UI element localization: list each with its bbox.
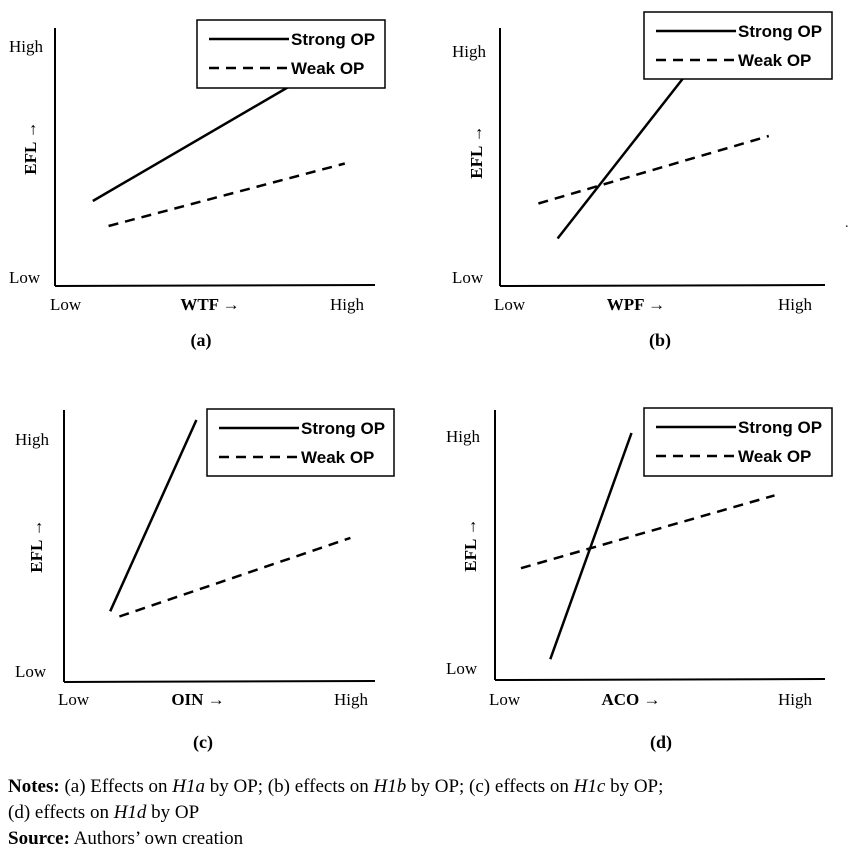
x-axis-line: [499, 284, 826, 287]
y-tick-label-low: Low: [9, 268, 41, 287]
panel-caption: (a): [191, 330, 212, 351]
x-axis-line: [63, 680, 376, 683]
y-tick-label-low: Low: [452, 268, 484, 287]
legend-box: [206, 408, 395, 477]
x-tick-label-low: Low: [494, 295, 526, 314]
source-line: Source: Authors’ own creation: [8, 826, 844, 852]
panel-caption: (b): [649, 330, 671, 351]
y-tick-label-low: Low: [15, 662, 47, 681]
notes-h1d: H1d: [113, 802, 147, 823]
x-axis-line: [494, 678, 826, 681]
legend-box: [643, 11, 833, 80]
x-axis-title: OIN →: [171, 690, 224, 709]
series-line-strong-op: [556, 70, 690, 240]
x-tick-label-high: High: [778, 295, 813, 314]
x-tick-label-high: High: [334, 690, 369, 709]
y-tick-label-high: High: [452, 42, 487, 61]
legend-box: [196, 19, 386, 89]
series-line-weak-op: [118, 536, 351, 618]
series-line-weak-op: [108, 162, 346, 228]
legend-label-strong-op: Strong OP: [291, 30, 375, 49]
y-axis-title: EFL →: [461, 518, 480, 571]
notes-text-b: by OP; (b) effects on: [204, 776, 374, 797]
notes-h1c: H1c: [573, 776, 606, 797]
x-axis-title: WPF →: [607, 295, 665, 314]
legend-label-weak-op: Weak OP: [291, 59, 364, 78]
series-line-strong-op: [92, 82, 296, 203]
legend-box: [643, 407, 833, 477]
source-text: Authors’ own creation: [69, 828, 244, 849]
series-line-weak-op: [538, 134, 770, 205]
source-label: Source:: [8, 828, 70, 849]
notes-h1b: H1b: [373, 776, 407, 797]
legend-label-strong-op: Strong OP: [301, 419, 385, 438]
y-tick-label-high: High: [446, 427, 481, 446]
x-tick-label-high: High: [330, 295, 365, 314]
notes-label: Notes:: [8, 776, 60, 797]
stray-mark: .: [845, 216, 849, 231]
y-axis-title: EFL →: [21, 121, 40, 174]
series-line-strong-op: [549, 432, 633, 660]
notes-text-d: (d) effects on: [8, 802, 114, 823]
series-line-weak-op: [520, 494, 775, 570]
x-tick-label-low: Low: [489, 690, 521, 709]
legend-label-weak-op: Weak OP: [738, 51, 811, 70]
notes-h1a: H1a: [172, 776, 205, 797]
x-axis-title: ACO →: [601, 690, 660, 709]
legend-label-weak-op: Weak OP: [301, 448, 374, 467]
x-axis-title: WTF →: [180, 295, 239, 314]
notes-text-a: (a) Effects on: [59, 776, 173, 797]
chart-panel-c: High Low Low High OIN → EFL → (c) Strong OP Weak…: [15, 408, 395, 753]
notes-line-2: (d) effects on H1d by OP: [8, 800, 844, 826]
legend-label-strong-op: Strong OP: [738, 22, 822, 41]
panel-caption: (d): [650, 732, 672, 753]
series-line-strong-op: [109, 419, 198, 612]
legend-label-weak-op: Weak OP: [738, 447, 811, 466]
notes-line-1: Notes: (a) Effects on H1a by OP; (b) eff…: [8, 774, 844, 800]
x-tick-label-low: Low: [50, 295, 82, 314]
legend-label-strong-op: Strong OP: [738, 418, 822, 437]
y-tick-label-high: High: [15, 430, 50, 449]
x-tick-label-low: Low: [58, 690, 90, 709]
notes-text-c: by OP; (c) effects on: [406, 776, 574, 797]
notes-text-d-end: by OP: [146, 802, 200, 823]
y-tick-label-low: Low: [446, 659, 478, 678]
figure-notes: Notes: (a) Effects on H1a by OP; (b) eff…: [8, 774, 844, 852]
y-axis-title: EFL →: [27, 519, 46, 572]
chart-panel-a: High Low Low High WTF → EFL → (a) Strong OP Weak…: [9, 19, 386, 351]
x-axis-line: [54, 284, 376, 287]
y-axis-title: EFL →: [467, 125, 486, 178]
x-tick-label-high: High: [778, 690, 813, 709]
chart-panel-b: High Low Low High WPF → EFL → (b) Strong OP Weak…: [452, 11, 833, 351]
panel-caption: (c): [193, 732, 213, 753]
notes-text-c-end: by OP;: [605, 776, 664, 797]
y-tick-label-high: High: [9, 37, 44, 56]
chart-panel-d: High Low Low High ACO → EFL → (d) Strong OP Weak…: [446, 407, 833, 753]
